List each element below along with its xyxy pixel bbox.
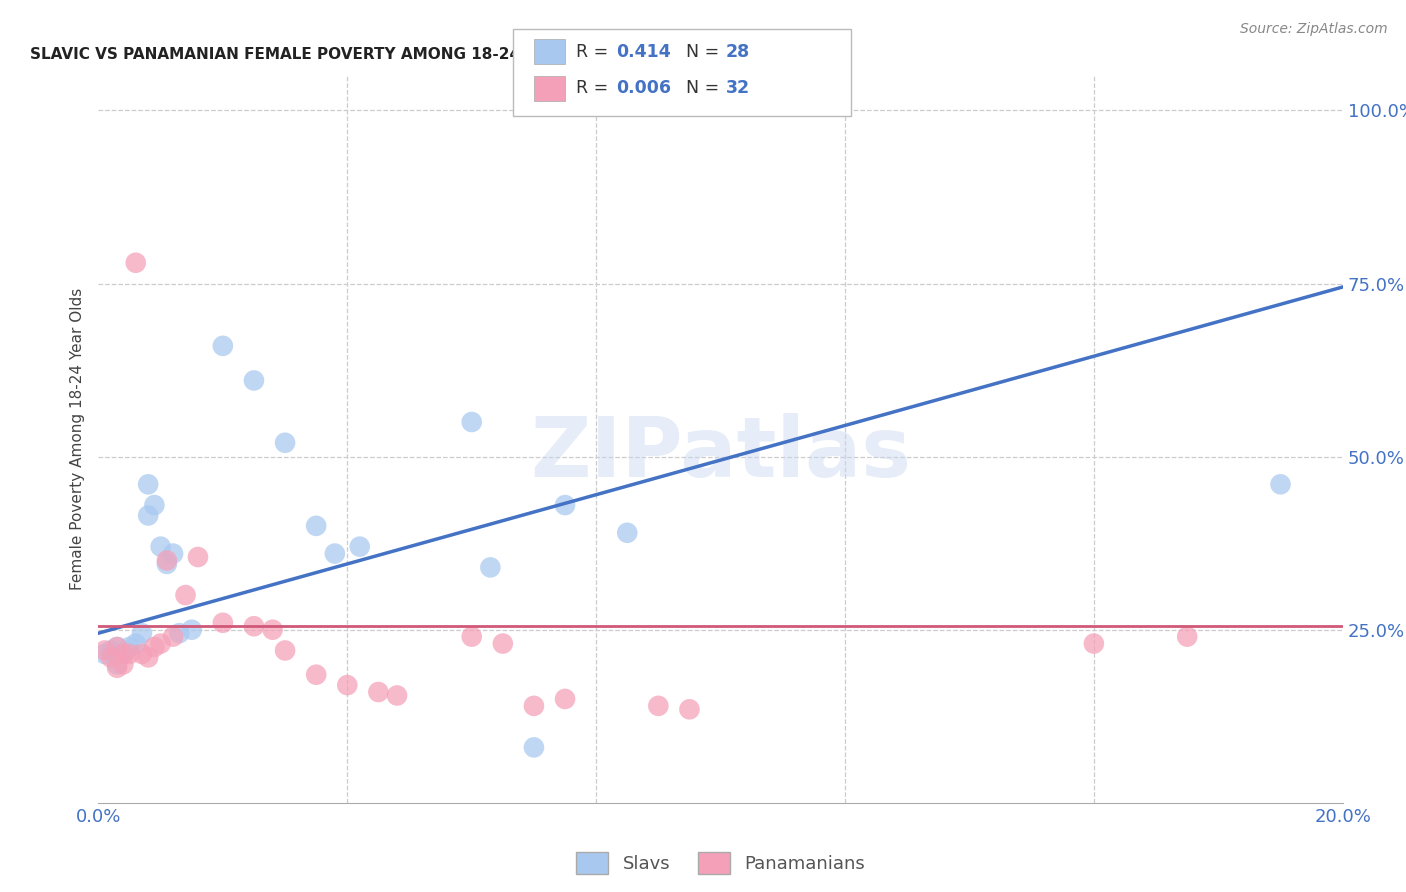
Text: R =: R = [576,43,614,61]
Point [367,685,389,699]
Legend: Slavs, Panamanians: Slavs, Panamanians [568,845,873,881]
Text: 0.414: 0.414 [616,43,671,61]
Point [112,657,135,672]
Text: N =: N = [686,79,725,97]
Point [274,435,297,450]
Point [136,477,159,491]
Point [131,626,153,640]
Point [125,256,148,270]
Text: SLAVIC VS PANAMANIAN FEMALE POVERTY AMONG 18-24 YEAR OLDS CORRELATION CHART: SLAVIC VS PANAMANIAN FEMALE POVERTY AMON… [30,47,810,62]
Point [323,547,346,561]
Point [112,647,135,661]
Text: R =: R = [576,79,614,97]
Point [149,540,172,554]
Point [492,636,515,650]
Point [336,678,359,692]
Point [93,643,115,657]
Point [105,661,128,675]
Point [156,557,179,571]
Point [125,636,148,650]
Text: N =: N = [686,43,725,61]
Point [305,519,328,533]
Point [136,650,159,665]
Y-axis label: Female Poverty Among 18-24 Year Olds: Female Poverty Among 18-24 Year Olds [69,288,84,591]
Point [136,508,159,523]
Point [131,647,153,661]
Text: 32: 32 [725,79,749,97]
Point [162,547,184,561]
Point [274,643,297,657]
Point [169,626,191,640]
Text: ZIPatlas: ZIPatlas [530,413,911,494]
Point [187,549,209,564]
Point [162,630,184,644]
Point [523,698,546,713]
Point [118,647,141,661]
Point [647,698,669,713]
Point [554,692,576,706]
Point [554,498,576,512]
Point [143,640,166,654]
Point [523,740,546,755]
Point [174,588,197,602]
Text: 0.006: 0.006 [616,79,671,97]
Point [100,650,122,665]
Point [211,615,233,630]
Point [180,623,202,637]
Point [243,374,266,388]
Point [460,415,484,429]
Point [93,647,115,661]
Point [156,553,179,567]
Text: 28: 28 [725,43,749,61]
Point [678,702,700,716]
Point [385,689,408,703]
Point [105,640,128,654]
Point [1175,630,1198,644]
Point [100,643,122,657]
Point [616,525,638,540]
Point [211,339,233,353]
Point [460,630,484,644]
Point [1270,477,1292,491]
Point [149,636,172,650]
Point [143,498,166,512]
Point [262,623,284,637]
Point [105,657,128,672]
Point [305,667,328,681]
Text: Source: ZipAtlas.com: Source: ZipAtlas.com [1240,22,1388,37]
Point [243,619,266,633]
Point [118,640,141,654]
Point [112,647,135,661]
Point [105,640,128,654]
Point [479,560,502,574]
Point [1083,636,1105,650]
Point [349,540,371,554]
